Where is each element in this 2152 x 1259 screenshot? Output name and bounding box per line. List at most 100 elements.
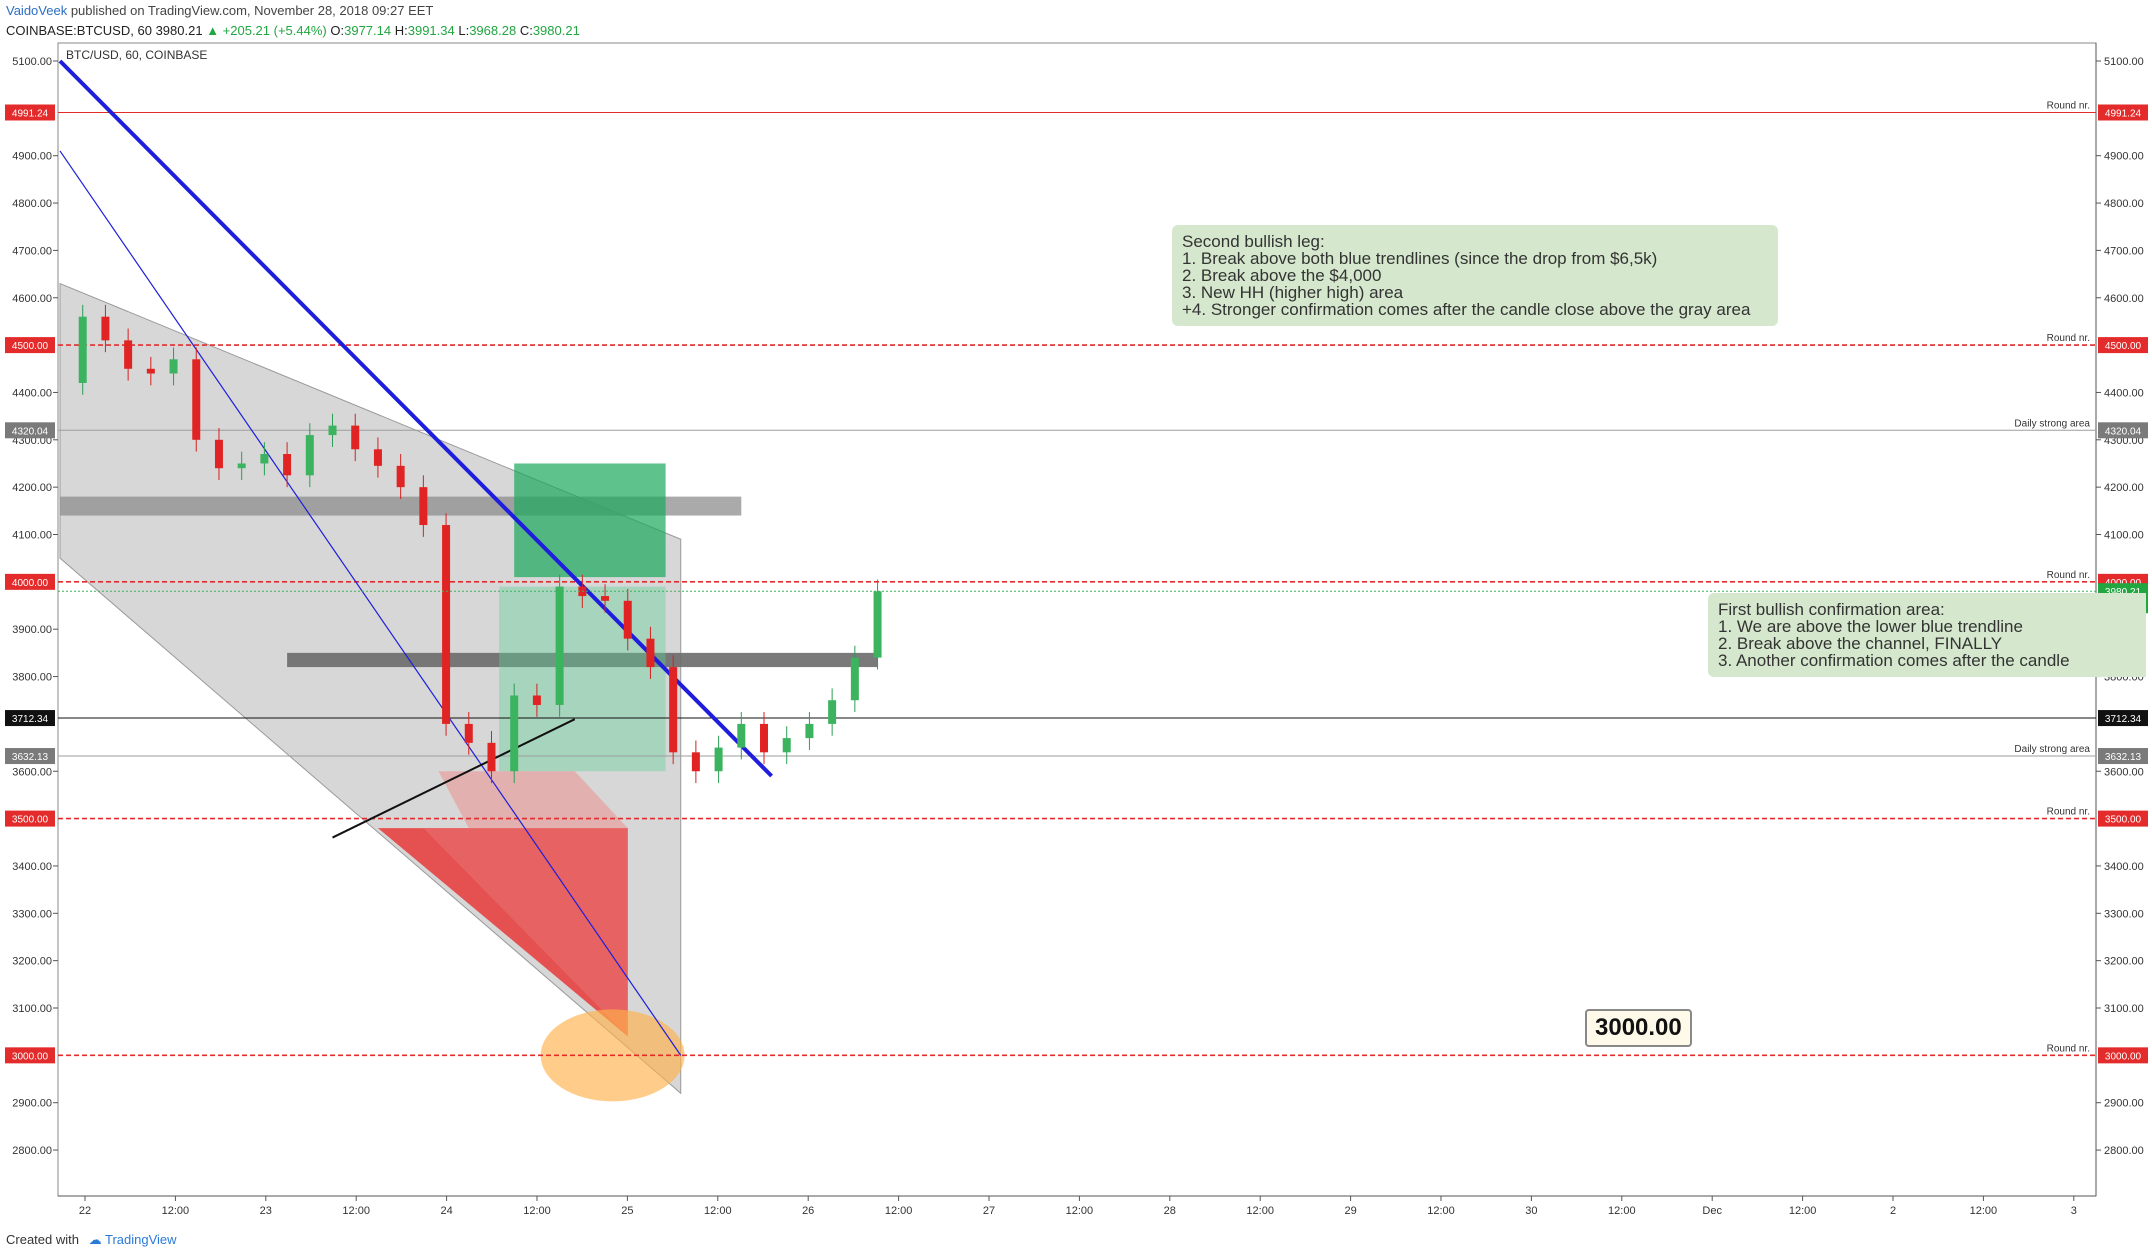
level-tag-right bbox=[2098, 422, 2148, 439]
level-tag-left-text: 3500.00 bbox=[12, 815, 49, 826]
candle bbox=[419, 487, 428, 526]
candle bbox=[124, 340, 133, 369]
level-tag-left bbox=[5, 710, 55, 727]
y-tick-label: 2800.00 bbox=[2104, 1145, 2144, 1157]
trendline-support bbox=[332, 718, 576, 839]
trendline-lower bbox=[59, 150, 682, 1056]
current-price-text: 3980.21 bbox=[2105, 587, 2142, 598]
y-tick-label-left: 4400.00 bbox=[12, 387, 52, 399]
open-value: 3977.14 bbox=[344, 23, 392, 38]
level-tag-right-text: 3000.00 bbox=[2105, 1051, 2142, 1062]
level-tag-right bbox=[2098, 748, 2148, 765]
level-tag-left bbox=[5, 1047, 55, 1064]
level-note: Round nr. bbox=[2047, 570, 2090, 581]
candle bbox=[237, 463, 246, 469]
zone-gray-3830 bbox=[287, 652, 878, 668]
level-tag-right bbox=[2098, 1047, 2148, 1064]
candle bbox=[101, 316, 110, 341]
pane-title: BTC/USD, 60, COINBASE bbox=[66, 48, 207, 62]
candle bbox=[873, 591, 882, 658]
y-tick-label-left: 3400.00 bbox=[12, 861, 52, 873]
level-tag-left-text: 4000.00 bbox=[12, 578, 49, 589]
high-label: H: bbox=[394, 23, 408, 38]
x-tick-label: 12:00 bbox=[885, 1205, 913, 1217]
level-tag-right bbox=[2098, 104, 2148, 121]
x-tick-label: 12:00 bbox=[1608, 1205, 1636, 1217]
level-note: Round nr. bbox=[2047, 333, 2090, 344]
y-tick-label: 3200.00 bbox=[2104, 956, 2144, 968]
x-tick-label: 22 bbox=[79, 1205, 91, 1217]
y-tick-label: 3100.00 bbox=[2104, 1003, 2144, 1015]
level-tag-left bbox=[5, 104, 55, 121]
y-tick-label: 3600.00 bbox=[2104, 766, 2144, 778]
y-tick-label: 4900.00 bbox=[2104, 151, 2144, 163]
x-tick-label: Dec bbox=[1702, 1205, 1722, 1217]
level-tag-right-text: 4320.04 bbox=[2105, 426, 2142, 437]
y-tick-label-left: 3200.00 bbox=[12, 956, 52, 968]
y-tick-label-left: 4900.00 bbox=[12, 151, 52, 163]
candle bbox=[78, 316, 87, 383]
low-label: L: bbox=[458, 23, 470, 38]
y-tick-label: 3400.00 bbox=[2104, 861, 2144, 873]
level-tag-right bbox=[2098, 337, 2148, 354]
published-text: published on TradingView.com, November 2… bbox=[70, 3, 434, 18]
level-tag-right-text: 4500.00 bbox=[2105, 341, 2142, 352]
level-tag-right-text: 3632.13 bbox=[2105, 752, 2142, 763]
level-note: Daily strong area bbox=[2014, 418, 2090, 429]
level-tag-left-text: 4500.00 bbox=[12, 341, 49, 352]
candle bbox=[260, 454, 269, 464]
bearish-projection-2 bbox=[423, 828, 628, 1037]
level-tag-right bbox=[2098, 810, 2148, 827]
level-tag-left-text: 3632.13 bbox=[12, 752, 49, 763]
y-tick-label-left: 4800.00 bbox=[12, 198, 52, 210]
candle bbox=[805, 723, 814, 739]
x-tick-label: 2 bbox=[1890, 1205, 1896, 1217]
level-tag-left bbox=[5, 748, 55, 765]
level-tag-right-text: 3712.34 bbox=[2105, 714, 2142, 725]
candle bbox=[351, 425, 360, 450]
level-tag-left-text: 4991.24 bbox=[12, 108, 49, 119]
level-tag-left-text: 4320.04 bbox=[12, 426, 49, 437]
x-tick-label: 27 bbox=[983, 1205, 995, 1217]
y-tick-label-left: 3900.00 bbox=[12, 624, 52, 636]
candle bbox=[283, 454, 292, 476]
y-tick-label-left: 4200.00 bbox=[12, 482, 52, 494]
close-label: C: bbox=[519, 23, 533, 38]
candle bbox=[146, 368, 155, 374]
x-tick-label: 25 bbox=[621, 1205, 633, 1217]
second-leg-note: Second bullish leg: 1. Break above both … bbox=[1172, 225, 1778, 326]
y-tick-label-left: 5100.00 bbox=[12, 56, 52, 68]
tradingview-link[interactable]: TradingView bbox=[105, 1232, 177, 1247]
tradingview-logo-icon: ☁ bbox=[88, 1232, 102, 1247]
candle bbox=[623, 600, 632, 639]
level-tag-left-text: 3000.00 bbox=[12, 1051, 49, 1062]
x-tick-label: 12:00 bbox=[704, 1205, 732, 1217]
y-tick-label: 5100.00 bbox=[2104, 56, 2144, 68]
author-link[interactable]: VaidoVeek bbox=[6, 3, 68, 18]
y-tick-label-left: 3100.00 bbox=[12, 1003, 52, 1015]
candle bbox=[760, 723, 769, 753]
level-tag-left bbox=[5, 422, 55, 439]
x-tick-label: 23 bbox=[260, 1205, 272, 1217]
candle bbox=[555, 586, 564, 705]
candle bbox=[305, 435, 314, 476]
x-tick-label: 24 bbox=[440, 1205, 452, 1217]
x-tick-label: 12:00 bbox=[162, 1205, 190, 1217]
y-tick-label: 2900.00 bbox=[2104, 1098, 2144, 1110]
publish-header: VaidoVeek published on TradingView.com, … bbox=[6, 2, 433, 20]
candle bbox=[646, 638, 655, 668]
high-value: 3991.34 bbox=[407, 23, 455, 38]
y-tick-label-left: 4100.00 bbox=[12, 530, 52, 542]
x-tick-label: 30 bbox=[1525, 1205, 1537, 1217]
first-confirmation-note: First bullish confirmation area: 1. We a… bbox=[1708, 593, 2146, 677]
y-tick-label-left: 4600.00 bbox=[12, 293, 52, 305]
level-tag-left bbox=[5, 573, 55, 590]
level-tag-right bbox=[2098, 710, 2148, 727]
candle bbox=[601, 596, 610, 601]
x-tick-label: 26 bbox=[802, 1205, 814, 1217]
quote-line: COINBASE:BTCUSD, 60 3980.21 ▲ +205.21 (+… bbox=[6, 22, 580, 40]
change-value: ▲ +205.21 (+5.44%) bbox=[206, 23, 327, 38]
candle bbox=[714, 747, 723, 772]
candle bbox=[532, 695, 541, 705]
x-tick-label: 12:00 bbox=[1246, 1205, 1274, 1217]
